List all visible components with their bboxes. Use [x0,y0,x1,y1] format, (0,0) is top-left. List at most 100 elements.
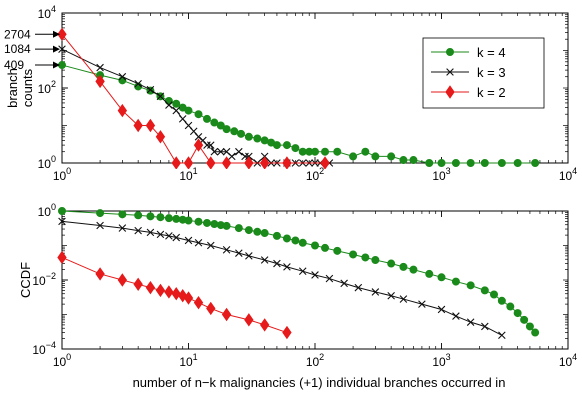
data-point-k2 [206,301,216,316]
data-point-k3 [58,217,66,226]
data-point-k3 [418,300,426,308]
data-point-k4 [520,315,529,324]
data-point-k4 [222,125,231,134]
arrow-head-icon [53,30,60,38]
data-point-k2 [155,130,166,144]
data-point-k3 [340,279,348,288]
data-point-k3 [58,45,66,53]
data-point-k3 [146,228,155,237]
data-point-k2 [133,277,143,292]
data-point-k4 [210,118,219,127]
data-point-k4 [96,209,105,218]
data-point-k4 [244,226,253,235]
x-tick-label: 101 [179,166,197,183]
data-point-k4 [333,147,342,156]
data-point-k4 [399,156,408,165]
data-point-k4 [531,328,540,337]
data-point-k4 [321,147,330,156]
legend-marker [446,68,454,76]
arrow-head-icon [53,61,60,69]
data-point-k4 [371,255,380,264]
data-point-k3 [172,106,181,115]
data-point-k2 [193,138,204,152]
legend-entry: k = 2 [477,85,506,100]
data-point-k3 [194,238,203,247]
data-point-k4 [282,141,291,150]
data-point-k3 [371,288,380,296]
data-point-k3 [210,147,219,156]
data-point-k2 [259,318,270,332]
y-tick-label: 104 [38,4,56,21]
data-point-k4 [298,238,307,247]
y-tick-label: 10−2 [32,271,56,288]
data-point-k4 [497,158,506,167]
data-point-k3 [96,63,104,72]
data-point-k4 [236,129,245,138]
data-point-k4 [260,229,269,238]
data-point-k2 [244,313,254,327]
data-point-k3 [222,246,231,254]
data-point-k4 [134,211,143,220]
data-point-k3 [498,331,506,340]
data-point-k4 [164,214,173,223]
data-point-k4 [172,214,181,223]
data-point-k2 [95,267,105,281]
data-point-k4 [513,309,522,318]
data-point-k4 [333,246,342,255]
data-point-k4 [497,296,506,305]
data-point-k4 [321,243,330,252]
data-point-k2 [145,118,156,133]
annotation-label: 1084 [4,42,31,56]
data-point-k3 [146,85,155,94]
legend-entry: k = 4 [477,45,506,60]
data-point-k2 [259,156,270,169]
data-point-k2 [221,307,232,322]
x-tick-label: 101 [179,352,197,369]
data-point-k2 [117,273,128,287]
data-point-k4 [451,158,460,167]
data-point-k3 [387,291,395,300]
data-point-k3 [165,101,173,109]
data-point-k3 [156,92,165,101]
y-tick-label: 100 [38,202,56,219]
data-point-k4 [310,147,319,156]
data-point-k2 [178,289,188,303]
data-point-k4 [409,265,418,274]
data-point-k3 [206,141,215,149]
data-point-k4 [437,158,446,167]
data-point-k4 [272,141,281,150]
data-point-k2 [57,250,67,265]
data-point-k4 [425,158,434,167]
data-point-k3 [260,256,269,264]
data-point-k3 [118,224,127,232]
top-panel-branch-counts: 100 101 102 103 104 100 102 104 branchcounts k = … [4,4,577,183]
data-point-k4 [244,132,253,141]
data-point-k2 [95,74,105,89]
data-point-k4 [184,106,193,115]
data-point-k3 [354,283,363,292]
data-point-k4 [156,213,165,222]
annotation-label: 2704 [4,27,31,41]
data-point-k4 [437,273,446,282]
data-point-k4 [184,216,193,225]
data-point-k2 [155,283,166,298]
data-point-k3 [165,232,173,240]
data-point-k3 [437,305,446,314]
data-point-k2 [193,295,204,310]
data-point-k3 [481,322,489,331]
data-point-k4 [230,127,239,136]
data-point-k4 [506,302,515,311]
data-point-k3 [228,152,236,161]
data-point-k4 [531,158,540,167]
data-point-k3 [206,241,215,250]
data-point-k3 [273,259,281,268]
data-point-k4 [118,210,127,219]
data-point-k2 [206,156,216,169]
data-point-k2 [183,291,194,305]
data-point-k4 [194,110,203,119]
data-point-k3 [235,147,243,156]
data-point-k3 [325,274,334,283]
data-point-k4 [513,158,522,167]
data-point-k2 [133,118,143,133]
